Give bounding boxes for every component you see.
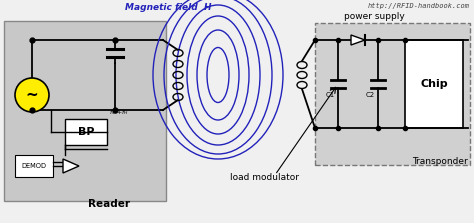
Text: load modulator: load modulator xyxy=(230,173,300,182)
Text: http://RFID-handbook.com: http://RFID-handbook.com xyxy=(368,3,470,9)
Text: power supply: power supply xyxy=(344,12,404,21)
Bar xyxy=(315,23,470,165)
Polygon shape xyxy=(351,35,365,45)
Text: $f_{s0}$+$f_H$: $f_{s0}$+$f_H$ xyxy=(109,108,129,117)
Polygon shape xyxy=(63,159,79,173)
Bar xyxy=(4,21,166,201)
Bar xyxy=(405,40,463,128)
Circle shape xyxy=(15,78,49,112)
Text: C2: C2 xyxy=(366,92,375,98)
Text: Transponder: Transponder xyxy=(412,157,468,166)
Text: Reader: Reader xyxy=(88,199,130,209)
Text: C1: C1 xyxy=(326,92,335,98)
Text: DEMOD: DEMOD xyxy=(21,163,46,169)
Bar xyxy=(15,155,53,177)
Text: Chip: Chip xyxy=(420,79,448,89)
Text: Magnetic field  H: Magnetic field H xyxy=(125,3,211,12)
Text: BP: BP xyxy=(78,127,94,137)
Text: ~: ~ xyxy=(26,87,38,103)
Bar xyxy=(65,119,107,145)
